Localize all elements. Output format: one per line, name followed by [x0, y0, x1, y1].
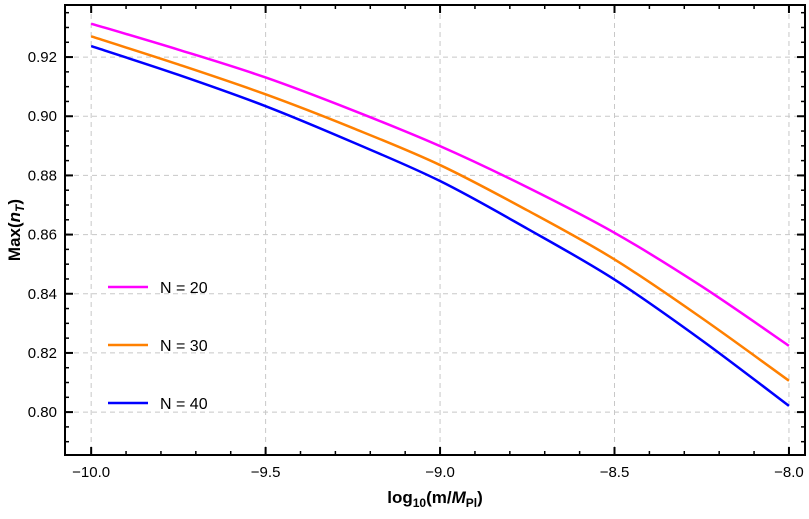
legend-label: N = 30	[160, 338, 208, 355]
y-tick-label: 0.84	[28, 286, 57, 303]
series-line-1	[90, 22, 790, 347]
x-tick-label: −8.0	[774, 464, 804, 481]
y-tick-label: 0.80	[28, 404, 57, 421]
x-tick-label: −9.0	[425, 464, 455, 481]
x-tick-label: −9.5	[251, 464, 281, 481]
series-line-3	[90, 44, 790, 407]
legend: N = 20 N = 30 N = 40	[108, 280, 208, 413]
y-tick-label: 0.86	[28, 227, 57, 244]
ticks: −10.0 −9.5 −9.0 −8.5 −8.0 0.80 0.82 0.84 0.86 0.8…	[28, 5, 805, 481]
x-tick-label: −8.5	[600, 464, 630, 481]
series-line-2	[90, 35, 790, 382]
x-axis-label: log10(m/MPl)	[387, 488, 483, 510]
x-tick-label: −10.0	[72, 464, 110, 481]
y-tick-label: 0.90	[28, 108, 57, 125]
y-tick-label: 0.92	[28, 49, 57, 66]
plot-frame	[64, 4, 806, 456]
legend-label: N = 40	[160, 396, 208, 413]
y-tick-label: 0.82	[28, 345, 57, 362]
legend-label: N = 20	[160, 280, 208, 297]
grid	[65, 5, 805, 455]
y-tick-label: 0.88	[28, 167, 57, 184]
series-lines	[90, 22, 790, 407]
y-axis-label: Max(nT)	[5, 199, 27, 261]
